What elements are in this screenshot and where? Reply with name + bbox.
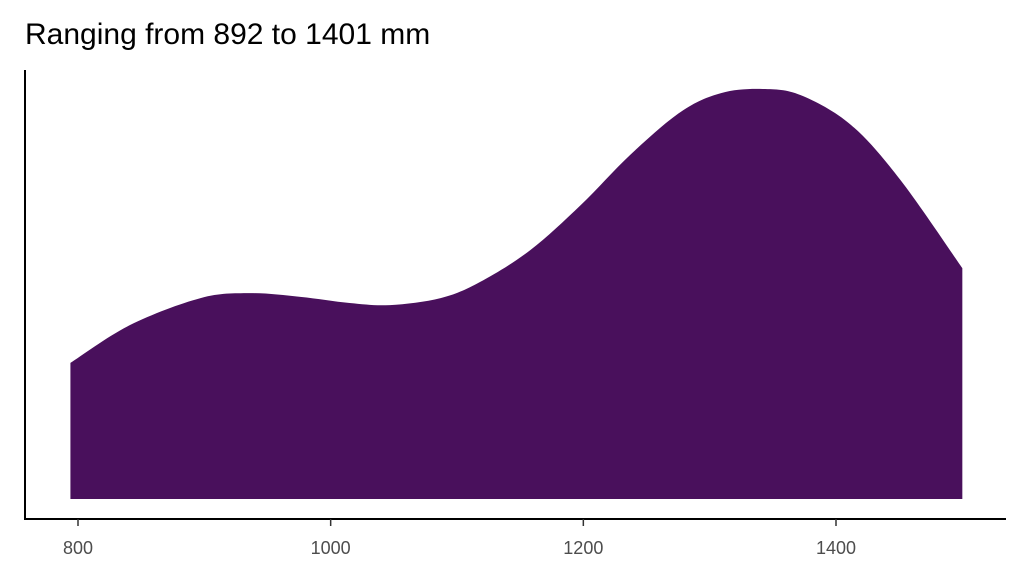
x-tick-label: 1200 [563, 538, 603, 558]
plot-area [70, 88, 963, 499]
x-tick-label: 1000 [311, 538, 351, 558]
x-axis-ticks: 800 1000 1200 1400 [63, 519, 856, 558]
density-area [70, 88, 963, 499]
chart-title: Ranging from 892 to 1401 mm [25, 18, 430, 51]
x-tick-label: 1400 [816, 538, 856, 558]
x-tick-label: 800 [63, 538, 93, 558]
